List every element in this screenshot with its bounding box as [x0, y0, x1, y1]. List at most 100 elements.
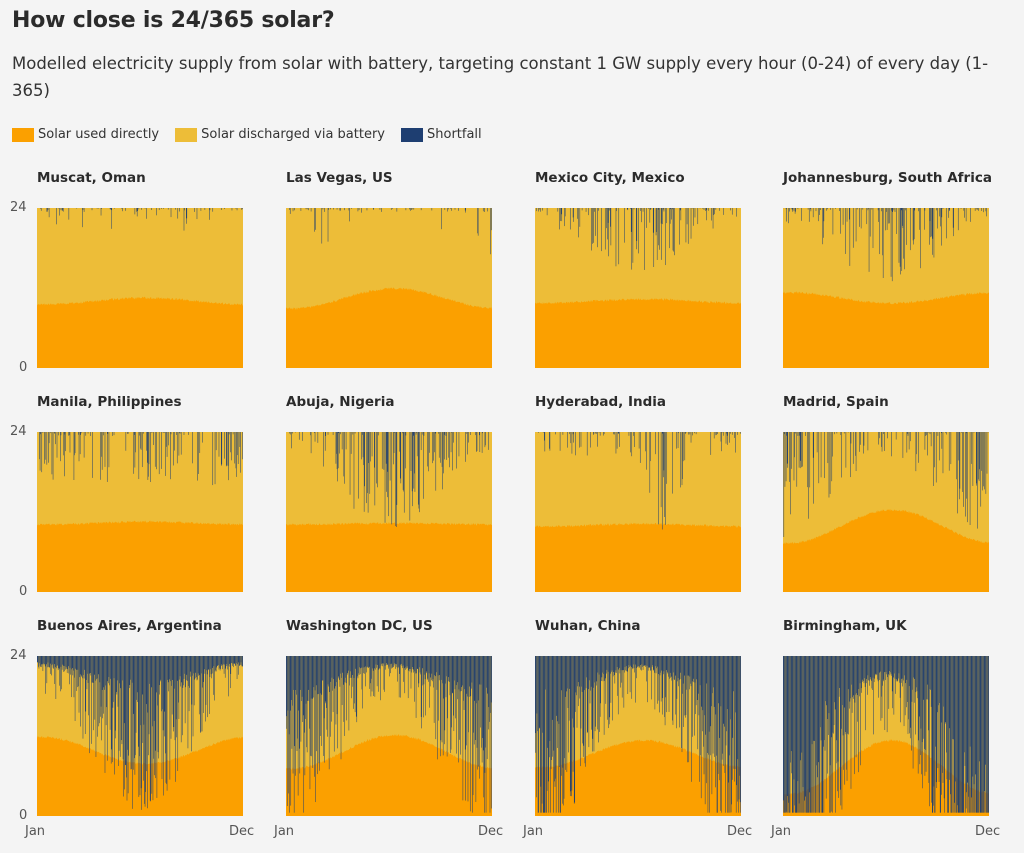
shortfall-bar [328, 656, 329, 687]
shortfall-bar [66, 656, 68, 673]
shortfall-bar [662, 432, 664, 434]
shortfall-bar [592, 656, 594, 739]
shortfall-bar [788, 656, 790, 813]
direct-area [37, 520, 243, 592]
shortfall-bar [902, 432, 904, 458]
shortfall-bar [632, 656, 634, 670]
shortfall-bar [665, 208, 666, 266]
shortfall-bar [101, 656, 102, 741]
y-tick-24: 24 [10, 424, 27, 439]
shortfall-bar [354, 656, 355, 704]
shortfall-bar [405, 208, 407, 211]
shortfall-bar [241, 656, 242, 666]
shortfall-bar [674, 656, 675, 681]
shortfall-bar [393, 432, 394, 465]
shortfall-bar [79, 432, 81, 455]
shortfall-bar [638, 656, 640, 668]
shortfall-bar [305, 208, 307, 210]
shortfall-bar [224, 656, 225, 665]
shortfall-bar [193, 656, 195, 706]
shortfall-bar [176, 432, 177, 435]
shortfall-bar [387, 656, 388, 666]
shortfall-bar [965, 432, 966, 517]
shortfall-bar [334, 656, 336, 689]
shortfall-bar [913, 656, 914, 678]
shortfall-bar [83, 432, 85, 458]
shortfall-bar [866, 208, 868, 225]
shortfall-bar [419, 656, 420, 668]
shortfall-bar [469, 656, 471, 812]
shortfall-bar [795, 656, 796, 813]
shortfall-bar [578, 656, 579, 707]
shortfall-bar [432, 656, 434, 680]
shortfall-bar [389, 656, 390, 677]
shortfall-bar [891, 208, 892, 211]
shortfall-bar [237, 656, 239, 663]
shortfall-bar [891, 208, 893, 282]
shortfall-bar [877, 656, 879, 682]
shortfall-bar [221, 432, 223, 465]
shortfall-bar [84, 656, 85, 670]
shortfall-bar [472, 656, 474, 796]
shortfall-bar [161, 208, 162, 209]
shortfall-bar [893, 656, 895, 715]
shortfall-bar [823, 208, 825, 222]
shortfall-bar [803, 656, 804, 813]
shortfall-bar [925, 656, 927, 772]
shortfall-bar [416, 656, 418, 669]
shortfall-bar [883, 656, 884, 682]
shortfall-bar [960, 656, 961, 813]
shortfall-bar [601, 656, 602, 682]
shortfall-bar [675, 656, 677, 715]
shortfall-bar [192, 656, 193, 676]
shortfall-bar [710, 432, 712, 455]
shortfall-bar [685, 656, 686, 718]
shortfall-bar [957, 656, 958, 806]
shortfall-bar [309, 656, 310, 729]
shortfall-bar [551, 656, 553, 720]
shortfall-bar [340, 656, 342, 760]
shortfall-bar [625, 656, 626, 671]
shortfall-bar [948, 208, 949, 218]
shortfall-bar [60, 432, 62, 436]
shortfall-bar [154, 656, 155, 776]
shortfall-bar [483, 656, 485, 798]
shortfall-bar [188, 656, 189, 686]
shortfall-bar [575, 656, 577, 693]
shortfall-bar [46, 656, 47, 665]
shortfall-bar [40, 656, 42, 668]
shortfall-bar [340, 656, 341, 674]
shortfall-bar [915, 656, 917, 693]
shortfall-bar [684, 656, 685, 676]
shortfall-bar [482, 208, 484, 212]
shortfall-bar [162, 432, 164, 434]
shortfall-bar [576, 656, 578, 728]
shortfall-bar [969, 656, 970, 813]
shortfall-bar [415, 656, 416, 674]
shortfall-bar [891, 656, 892, 676]
shortfall-bar [661, 208, 663, 225]
shortfall-bar [906, 432, 908, 453]
shortfall-bar [230, 432, 231, 453]
shortfall-bar [712, 656, 713, 694]
shortfall-bar [369, 432, 371, 494]
shortfall-bar [150, 656, 151, 802]
shortfall-bar [435, 432, 437, 491]
shortfall-bar [581, 656, 582, 687]
shortfall-bar [296, 656, 297, 695]
shortfall-bar [542, 656, 544, 813]
shortfall-bar [797, 656, 799, 782]
shortfall-bar [402, 432, 403, 434]
shortfall-bar [198, 656, 200, 715]
shortfall-bar [689, 656, 691, 677]
shortfall-bar [876, 656, 877, 675]
shortfall-bar [344, 656, 346, 683]
shortfall-bar [136, 656, 137, 700]
shortfall-bar [458, 208, 459, 211]
shortfall-bar [877, 656, 878, 680]
shortfall-bar [385, 656, 386, 670]
shortfall-bar [889, 656, 890, 671]
shortfall-bar [734, 656, 735, 782]
shortfall-bar [447, 208, 449, 210]
shortfall-bar [872, 656, 873, 690]
